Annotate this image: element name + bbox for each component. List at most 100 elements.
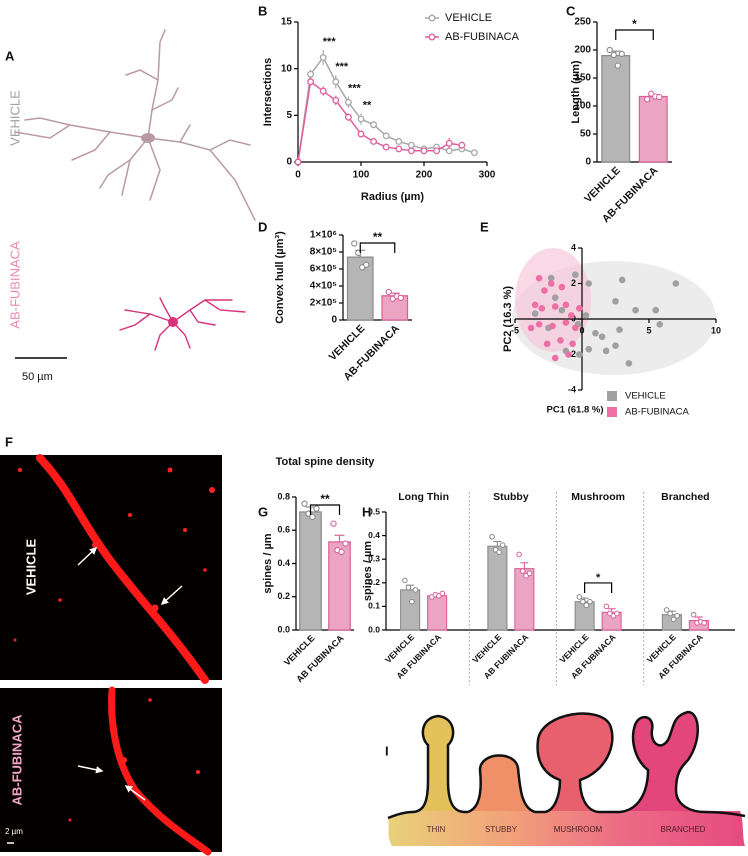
arrow [160, 585, 183, 606]
x-tick-label: 200 [416, 170, 433, 181]
panel-letter: I [385, 743, 389, 758]
point [652, 306, 659, 314]
chart-title: Total spine density [276, 456, 376, 468]
data-point [489, 533, 495, 540]
data-point [656, 93, 663, 101]
point [294, 158, 302, 166]
y-tick-label: 15 [281, 17, 293, 28]
point [535, 321, 543, 328]
legend-label: AB-FUBINACA [625, 407, 690, 418]
point [307, 70, 315, 78]
significance-label: ** [373, 230, 383, 244]
spine-label: MUSHROOM [554, 825, 603, 834]
y-tick-label: 0.5 [368, 506, 380, 516]
legend-label: VEHICLE [625, 391, 666, 402]
x-tick-label: 5 [646, 325, 651, 335]
point [420, 147, 428, 155]
data-point [618, 50, 625, 58]
point [543, 340, 551, 348]
y-tick-label: 0 [571, 313, 576, 323]
data-point [583, 602, 590, 609]
data-point [519, 568, 526, 574]
panel-letter: H [362, 504, 371, 519]
point [527, 324, 535, 332]
legend-swatch [607, 407, 617, 417]
x-tick-label: 100 [353, 170, 370, 181]
data-point [674, 613, 680, 619]
y-tick-label: -2 [568, 349, 576, 359]
panel-letter: A [5, 48, 15, 63]
y-tick-label: -4 [568, 384, 576, 394]
point [557, 337, 564, 344]
point [395, 138, 403, 145]
data-point [309, 513, 316, 521]
data-point [667, 610, 673, 617]
point [572, 324, 579, 332]
point [632, 306, 639, 314]
bar [328, 541, 351, 631]
y-tick-label: 10 [281, 63, 293, 74]
data-point [499, 542, 506, 548]
point [344, 98, 352, 106]
point [445, 139, 453, 147]
group-title: Long Thin [398, 491, 449, 503]
y-tick-label: 100 [574, 101, 591, 112]
data-point [644, 96, 651, 103]
point [551, 303, 559, 310]
significance-bracket [615, 29, 654, 40]
point [567, 312, 575, 319]
point [458, 141, 466, 149]
dendrite [108, 686, 212, 856]
x-tick-label: 300 [479, 170, 496, 181]
y-axis-label: Intersections [262, 58, 274, 126]
data-point [576, 594, 583, 600]
point [656, 321, 664, 328]
point [569, 340, 576, 348]
row-label: AB-FUBINACA [7, 241, 22, 329]
bar [299, 511, 322, 631]
point [319, 54, 327, 61]
significance-label: ** [320, 492, 330, 506]
legend-marker [428, 33, 436, 41]
point [562, 301, 570, 309]
data-point [405, 584, 412, 591]
data-point [313, 505, 320, 512]
significance-label: * [632, 17, 637, 31]
y-tick-label: 0.0 [277, 624, 290, 634]
point [433, 147, 441, 155]
panel-letter: D [258, 219, 267, 234]
y-axis-label: Length (µm) [570, 60, 582, 123]
point [370, 121, 378, 129]
group-title: Branched [661, 491, 709, 503]
legend-label: AB-FUBINACA [445, 31, 520, 43]
point [625, 360, 633, 367]
data-point [614, 610, 620, 617]
significance-bracket [584, 582, 613, 593]
data-point [663, 607, 670, 613]
point [538, 305, 546, 312]
annotation: *** [323, 36, 337, 48]
x-tick-label: -5 [511, 325, 519, 335]
x-axis-label: PC1 (61.8 %) [546, 405, 603, 416]
point [562, 319, 570, 326]
point [576, 351, 583, 358]
y-tick-label: 0.2 [368, 577, 380, 587]
row-label: VEHICLE [7, 90, 22, 146]
y-tick-label: 5 [286, 110, 292, 121]
point [332, 96, 340, 104]
data-point [614, 62, 621, 69]
puncta [68, 698, 200, 822]
bar [601, 54, 631, 163]
annotation: ** [363, 99, 372, 111]
x-axis-label: Radius (µm) [361, 191, 425, 203]
point [551, 354, 559, 362]
x-tick-label: 10 [711, 325, 721, 335]
point [672, 280, 680, 287]
point [576, 305, 583, 312]
row-label: AB-FUBINACA [9, 714, 24, 806]
point [592, 329, 599, 337]
y-tick-label: 0 [585, 157, 591, 168]
scale-bar-label: 2 µm [5, 827, 23, 836]
data-point [439, 590, 446, 597]
row-label: VEHICLE [23, 539, 38, 596]
